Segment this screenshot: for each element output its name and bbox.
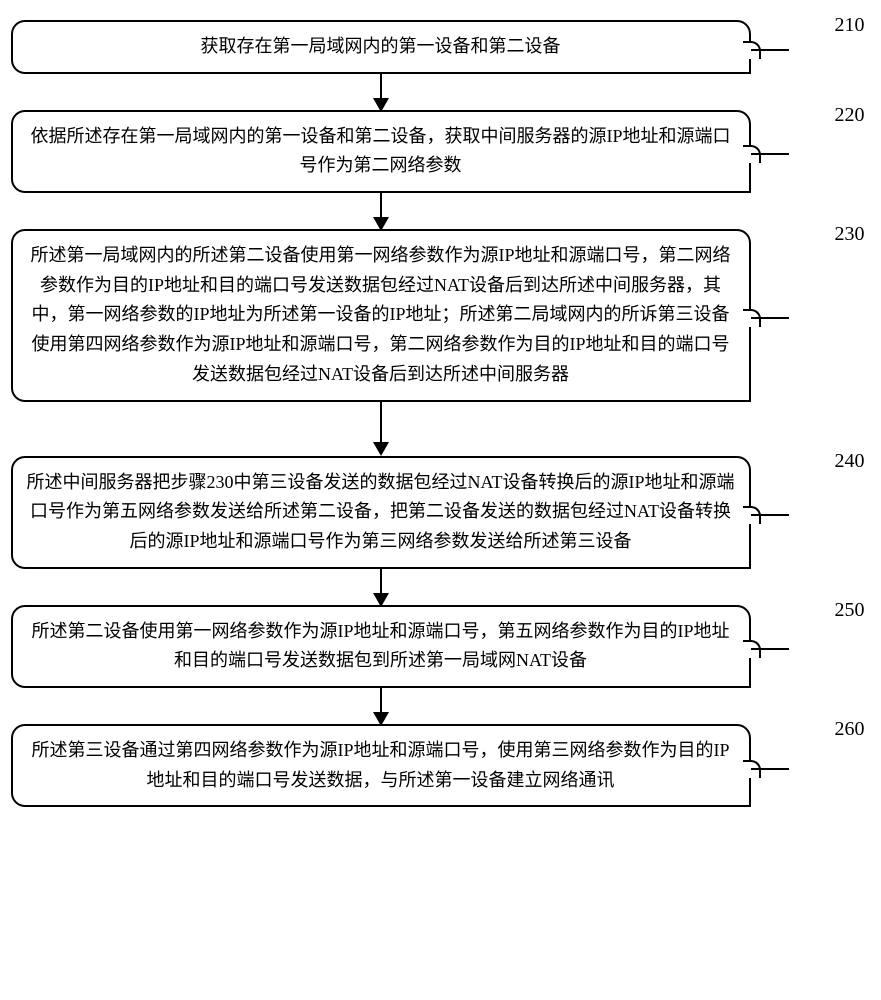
label-connector <box>751 145 789 155</box>
arrow-icon <box>11 402 751 456</box>
step-row: 所述第三设备通过第四网络参数作为源IP地址和源端口号，使用第三网络参数作为目的I… <box>11 724 871 807</box>
step-label-240: 240 <box>835 450 865 473</box>
step-box-240: 所述中间服务器把步骤230中第三设备发送的数据包经过NAT设备转换后的源IP地址… <box>11 456 751 569</box>
step-box-250: 所述第二设备使用第一网络参数作为源IP地址和源端口号，第五网络参数作为目的IP地… <box>11 605 751 688</box>
step-box-230: 所述第一局域网内的所述第二设备使用第一网络参数作为源IP地址和源端口号，第二网络… <box>11 229 751 401</box>
label-connector <box>751 506 789 516</box>
step-row: 依据所述存在第一局域网内的第一设备和第二设备，获取中间服务器的源IP地址和源端口… <box>11 110 871 193</box>
label-connector <box>751 640 789 650</box>
step-row: 所述中间服务器把步骤230中第三设备发送的数据包经过NAT设备转换后的源IP地址… <box>11 456 871 569</box>
step-label-250: 250 <box>835 599 865 622</box>
label-connector <box>751 41 789 51</box>
step-label-220: 220 <box>835 104 865 127</box>
step-label-260: 260 <box>835 718 865 741</box>
step-box-220: 依据所述存在第一局域网内的第一设备和第二设备，获取中间服务器的源IP地址和源端口… <box>11 110 751 193</box>
arrow-icon <box>11 688 751 724</box>
step-label-210: 210 <box>835 14 865 37</box>
step-box-260: 所述第三设备通过第四网络参数作为源IP地址和源端口号，使用第三网络参数作为目的I… <box>11 724 751 807</box>
step-label-230: 230 <box>835 223 865 246</box>
flowchart: 获取存在第一局域网内的第一设备和第二设备 210 依据所述存在第一局域网内的第一… <box>11 20 871 807</box>
arrow-icon <box>11 569 751 605</box>
arrow-icon <box>11 193 751 229</box>
label-connector <box>751 760 789 770</box>
step-row: 所述第一局域网内的所述第二设备使用第一网络参数作为源IP地址和源端口号，第二网络… <box>11 229 871 401</box>
label-connector <box>751 309 789 319</box>
arrow-icon <box>11 74 751 110</box>
step-box-210: 获取存在第一局域网内的第一设备和第二设备 <box>11 20 751 74</box>
step-row: 获取存在第一局域网内的第一设备和第二设备 210 <box>11 20 871 74</box>
step-row: 所述第二设备使用第一网络参数作为源IP地址和源端口号，第五网络参数作为目的IP地… <box>11 605 871 688</box>
